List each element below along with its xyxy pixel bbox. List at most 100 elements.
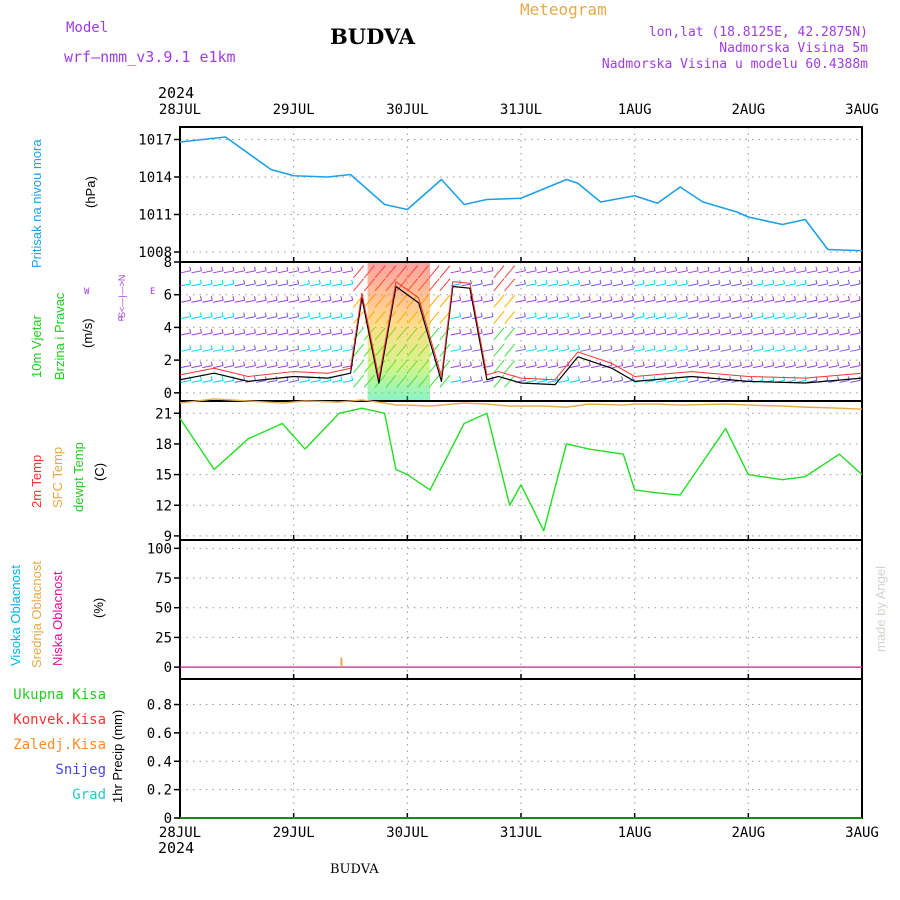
wind-barb: [558, 332, 569, 336]
wind-barb-feather: [696, 328, 699, 334]
wind-barb-feather: [469, 361, 472, 366]
wind-barb: [299, 348, 310, 352]
wind-barb: [428, 265, 440, 279]
wind-barb-feather: [459, 345, 462, 350]
wind-barb-feather: [653, 279, 656, 285]
wind-barb: [828, 332, 839, 336]
precip-conv-label: Konvek.Kisa: [13, 712, 106, 728]
x-tick-label-top: 29JUL: [273, 102, 315, 118]
wind-barb-feather: [210, 266, 213, 271]
wind-barb-feather: [480, 312, 483, 317]
wind-barb: [839, 379, 850, 383]
wind-barb: [191, 379, 202, 383]
x-tick-label-top: 3AUG: [845, 102, 879, 118]
wind-barb: [180, 283, 191, 287]
wind-barb-feather: [459, 328, 462, 334]
wind-barb-feather: [642, 296, 645, 301]
wind-barb-feather: [847, 328, 850, 334]
wind-barb-feather: [642, 328, 645, 334]
wind-barb-feather: [783, 345, 786, 350]
wind-barb: [310, 348, 321, 352]
wind-barb: [839, 365, 850, 369]
wind-barb-feather: [459, 312, 462, 317]
wind-barb-feather: [448, 375, 451, 377]
wind-barb: [223, 379, 234, 383]
wind-barb-feather: [577, 328, 580, 334]
wind-barb-feather: [469, 376, 472, 381]
pressure-line: [179, 136, 863, 252]
wind-barb-feather: [502, 360, 505, 363]
wind-barb: [666, 332, 677, 336]
wind-barb: [439, 311, 451, 324]
wind-barb-feather: [718, 312, 721, 317]
wind-barb-feather: [362, 360, 364, 363]
wind-barb: [547, 365, 558, 369]
wind-barb-feather: [264, 328, 267, 334]
wind-barb-feather: [621, 266, 624, 271]
wind-barb: [558, 299, 569, 303]
wind-barb-feather: [642, 345, 645, 350]
wind-barb-feather: [826, 361, 829, 366]
wind-barb: [515, 270, 526, 274]
wind-barb: [320, 316, 332, 320]
wind-barb-feather: [448, 360, 451, 363]
wind-barb-feather: [243, 266, 246, 271]
wind-barb-feather: [232, 328, 235, 334]
wind-barb: [536, 332, 548, 336]
wind-barb-feather: [793, 296, 796, 301]
wind-barb: [482, 299, 494, 303]
wind-barb: [817, 348, 828, 352]
wind-barb: [191, 332, 202, 336]
wind-barb: [569, 270, 580, 274]
wind-barb: [590, 299, 602, 303]
wind-barb-feather: [599, 279, 602, 285]
wind-barb-feather: [362, 343, 364, 346]
wind-barb: [634, 332, 645, 336]
wind-barb: [634, 270, 645, 274]
wind-barb-feather: [534, 328, 537, 334]
wind-barb-feather: [286, 296, 289, 301]
wind-barb-feather: [610, 312, 613, 317]
wind-barb-feather: [729, 361, 732, 366]
wind-barb: [558, 283, 569, 287]
wind-barb: [655, 299, 666, 303]
wind-barb-feather: [696, 279, 699, 285]
wind-barb: [245, 270, 256, 274]
wind-barb: [731, 332, 742, 336]
elevation-label: Nadmorska Visina 5m: [719, 41, 868, 56]
wind-barb-feather: [750, 279, 753, 285]
y-tick-label: 0.4: [147, 754, 172, 770]
wind-barb: [709, 379, 720, 383]
wind-barb-feather: [351, 345, 354, 350]
wind-barb: [580, 348, 591, 352]
wind-barb-feather: [588, 266, 591, 271]
wind-barb-feather: [491, 328, 494, 334]
wind-barb-feather: [253, 361, 256, 366]
wind-barb: [223, 348, 234, 352]
y-tick-label: 18: [155, 437, 172, 453]
wind-barb-feather: [729, 266, 732, 271]
wind-barb: [450, 316, 461, 320]
wind-barb-feather: [815, 328, 818, 334]
wind-barb: [288, 316, 299, 320]
wind-barb-feather: [221, 279, 224, 285]
wind-barb-feather: [297, 266, 300, 271]
wind-barb: [569, 348, 580, 352]
wind-barb-feather: [675, 279, 678, 285]
wind-barb: [450, 365, 461, 369]
wind-barb: [428, 294, 440, 308]
x-tick-label-top: 28JUL: [159, 102, 201, 118]
wind-barb: [698, 270, 710, 274]
wind-barb-feather: [847, 296, 850, 301]
wind-barb: [590, 365, 602, 369]
wind-barb: [742, 316, 753, 320]
wind-barb-feather: [502, 278, 505, 281]
wind-barb-feather: [275, 266, 278, 271]
wind-barb: [277, 270, 288, 274]
wind-barb-feather: [631, 376, 634, 381]
wind-barb-feather: [437, 360, 440, 363]
wind-barb: [472, 299, 483, 303]
wind-barb-feather: [858, 312, 861, 317]
y-tick-label: 4: [164, 320, 172, 336]
wind-barb: [353, 375, 364, 388]
